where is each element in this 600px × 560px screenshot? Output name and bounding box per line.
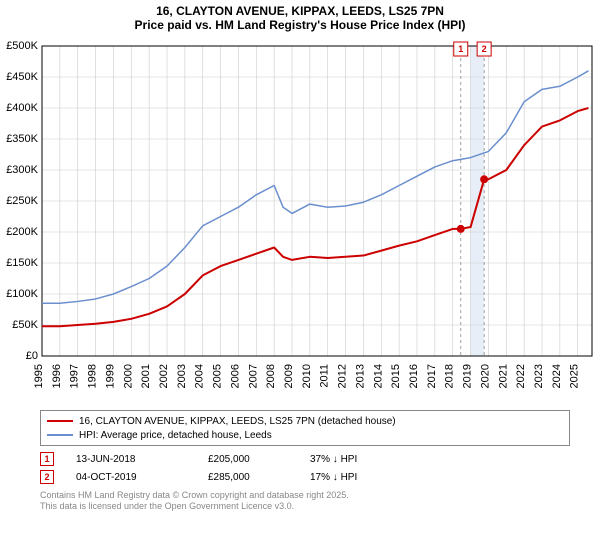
svg-text:£250K: £250K bbox=[6, 195, 38, 207]
svg-text:2025: 2025 bbox=[569, 364, 581, 388]
svg-text:2005: 2005 bbox=[212, 364, 224, 388]
svg-text:2006: 2006 bbox=[229, 364, 241, 388]
legend-row: HPI: Average price, detached house, Leed… bbox=[47, 428, 563, 442]
svg-text:2012: 2012 bbox=[337, 364, 349, 388]
svg-text:£350K: £350K bbox=[6, 133, 38, 145]
svg-text:2013: 2013 bbox=[354, 364, 366, 388]
svg-text:1996: 1996 bbox=[51, 364, 63, 388]
svg-text:2024: 2024 bbox=[551, 364, 563, 388]
svg-text:2020: 2020 bbox=[479, 364, 491, 388]
svg-text:£100K: £100K bbox=[6, 288, 38, 300]
svg-text:1997: 1997 bbox=[69, 364, 81, 388]
svg-text:2003: 2003 bbox=[176, 364, 188, 388]
sales-row: 2 04-OCT-2019 £285,000 17% ↓ HPI bbox=[40, 468, 570, 486]
svg-text:1998: 1998 bbox=[87, 364, 99, 388]
svg-text:£150K: £150K bbox=[6, 257, 38, 269]
sale-marker-icon: 2 bbox=[40, 470, 54, 484]
attribution-line1: Contains HM Land Registry data © Crown c… bbox=[40, 490, 570, 501]
svg-text:2014: 2014 bbox=[372, 364, 384, 388]
svg-text:1995: 1995 bbox=[33, 364, 45, 388]
sale-date: 04-OCT-2019 bbox=[76, 472, 186, 483]
svg-text:2010: 2010 bbox=[301, 364, 313, 388]
svg-text:2021: 2021 bbox=[497, 364, 509, 388]
svg-text:£500K: £500K bbox=[6, 40, 38, 52]
svg-text:2000: 2000 bbox=[122, 364, 134, 388]
svg-text:2009: 2009 bbox=[283, 364, 295, 388]
sales-table: 1 13-JUN-2018 £205,000 37% ↓ HPI 2 04-OCT-201… bbox=[40, 450, 570, 486]
svg-text:2017: 2017 bbox=[426, 364, 438, 388]
sale-date: 13-JUN-2018 bbox=[76, 454, 186, 465]
svg-text:2016: 2016 bbox=[408, 364, 420, 388]
svg-text:2019: 2019 bbox=[462, 364, 474, 388]
legend-label: 16, CLAYTON AVENUE, KIPPAX, LEEDS, LS25 … bbox=[79, 416, 396, 427]
legend-row: 16, CLAYTON AVENUE, KIPPAX, LEEDS, LS25 … bbox=[47, 414, 563, 428]
legend-swatch bbox=[47, 434, 73, 436]
svg-text:£450K: £450K bbox=[6, 71, 38, 83]
svg-text:1: 1 bbox=[458, 44, 463, 54]
svg-text:£300K: £300K bbox=[6, 164, 38, 176]
svg-text:2002: 2002 bbox=[158, 364, 170, 388]
svg-text:£200K: £200K bbox=[6, 226, 38, 238]
svg-text:2011: 2011 bbox=[319, 364, 331, 388]
chart-area: £0 £50K £100K £150K £200K £250K £300K £350K £400… bbox=[0, 36, 600, 406]
sale-pct-vs-hpi: 37% ↓ HPI bbox=[310, 454, 390, 465]
svg-text:2008: 2008 bbox=[265, 364, 277, 388]
chart-title-line2: Price paid vs. HM Land Registry's House … bbox=[0, 18, 600, 36]
sale-marker-icon: 1 bbox=[40, 452, 54, 466]
attribution-line2: This data is licensed under the Open Gov… bbox=[40, 501, 570, 512]
svg-text:2015: 2015 bbox=[390, 364, 402, 388]
svg-text:2022: 2022 bbox=[515, 364, 527, 388]
svg-text:2018: 2018 bbox=[444, 364, 456, 388]
svg-text:£0: £0 bbox=[26, 350, 38, 362]
sales-row: 1 13-JUN-2018 £205,000 37% ↓ HPI bbox=[40, 450, 570, 468]
chart-title-line1: 16, CLAYTON AVENUE, KIPPAX, LEEDS, LS25 … bbox=[0, 0, 600, 18]
legend: 16, CLAYTON AVENUE, KIPPAX, LEEDS, LS25 … bbox=[40, 410, 570, 446]
chart-svg: £0 £50K £100K £150K £200K £250K £300K £350K £400… bbox=[0, 36, 600, 406]
attribution: Contains HM Land Registry data © Crown c… bbox=[40, 490, 570, 512]
svg-text:£400K: £400K bbox=[6, 102, 38, 114]
svg-text:2001: 2001 bbox=[140, 364, 152, 388]
sale-price: £285,000 bbox=[208, 472, 288, 483]
legend-label: HPI: Average price, detached house, Leed… bbox=[79, 430, 272, 441]
svg-text:2: 2 bbox=[482, 44, 487, 54]
sale-price: £205,000 bbox=[208, 454, 288, 465]
legend-swatch bbox=[47, 420, 73, 422]
svg-text:2007: 2007 bbox=[247, 364, 259, 388]
svg-text:1999: 1999 bbox=[104, 364, 116, 388]
sale-pct-vs-hpi: 17% ↓ HPI bbox=[310, 472, 390, 483]
svg-text:£50K: £50K bbox=[12, 319, 38, 331]
svg-text:2023: 2023 bbox=[533, 364, 545, 388]
svg-text:2004: 2004 bbox=[194, 364, 206, 388]
